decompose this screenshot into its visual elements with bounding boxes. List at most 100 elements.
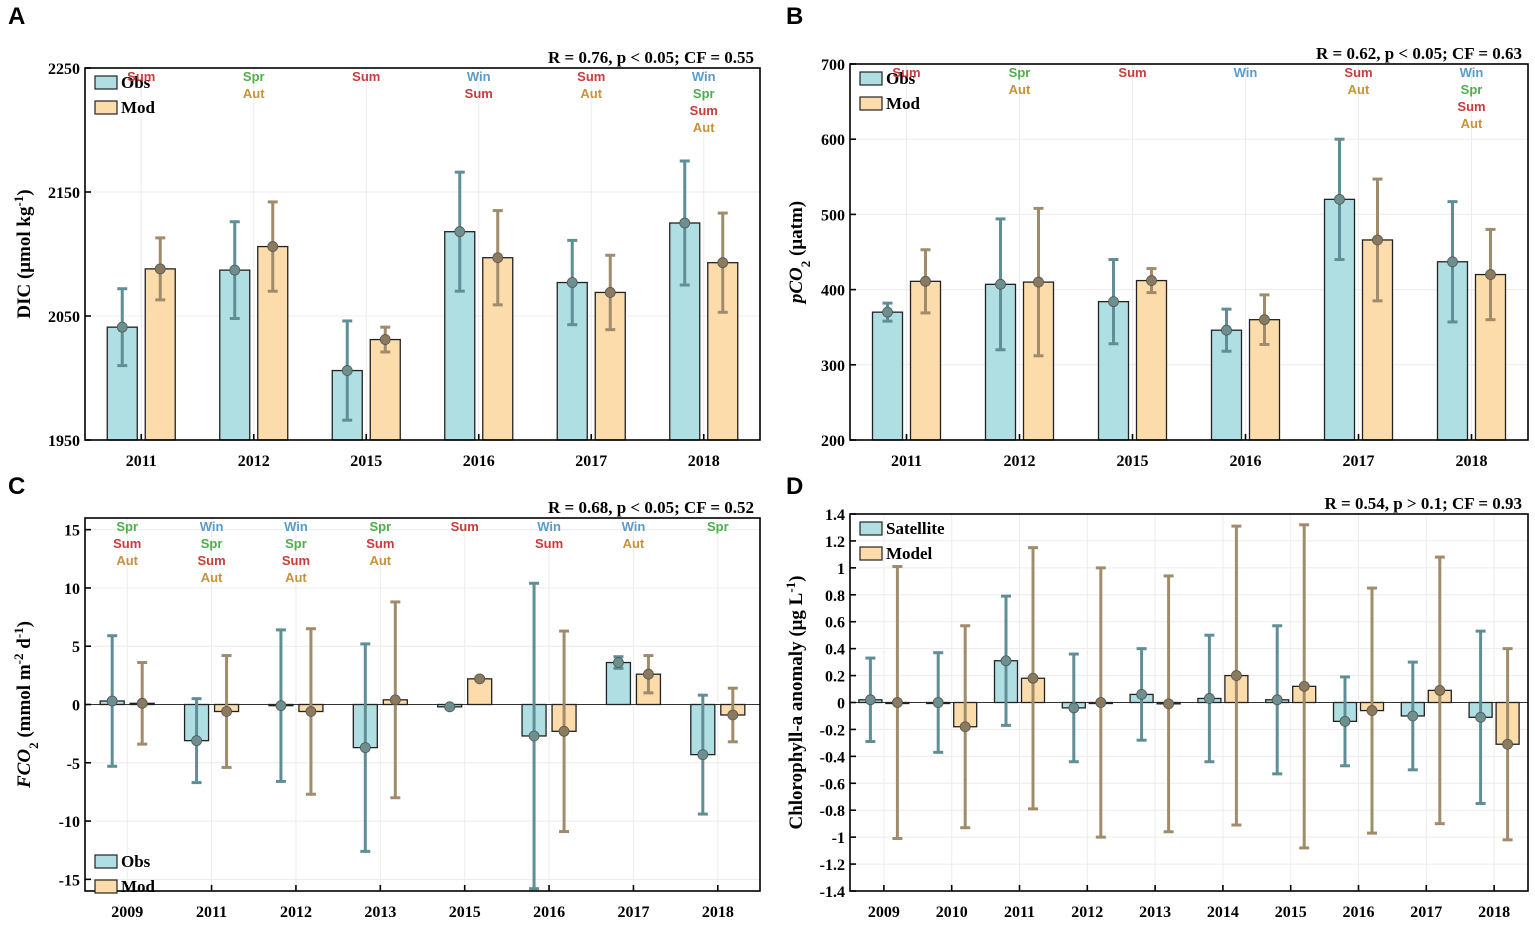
mean-point-model	[1298, 680, 1310, 692]
mean-point-obs	[454, 226, 466, 238]
season-label-win: Win	[537, 519, 561, 534]
y-tick-label: 0.4	[825, 642, 845, 659]
x-tick-label: 2012	[238, 453, 270, 470]
season-label-sum: Sum	[892, 65, 920, 80]
mean-point-obs	[679, 217, 691, 229]
y-tick-label: -0.6	[820, 776, 845, 793]
y-tick-label: -5	[67, 756, 80, 773]
legend-swatch-model	[859, 546, 883, 561]
season-label-aut: Aut	[369, 553, 391, 568]
mean-point-obs	[229, 264, 241, 276]
x-tick-label: 2016	[1230, 453, 1262, 470]
season-label-sum: Sum	[127, 69, 155, 84]
y-axis-label: pCO2 (μatm)	[786, 201, 813, 305]
mean-point-obs	[697, 749, 709, 761]
mean-point-obs	[566, 277, 578, 288]
y-tick-label: 10	[64, 581, 80, 598]
panel-letter: D	[786, 473, 803, 500]
mean-point-model	[1502, 738, 1513, 750]
mean-point-obs	[341, 365, 353, 376]
y-axis-label-part: pCO	[786, 267, 807, 305]
legend-label-mod: Mod	[121, 877, 156, 896]
mean-point-model	[1434, 684, 1446, 696]
mean-point-obs	[191, 735, 202, 747]
season-label-aut: Aut	[243, 86, 265, 101]
season-label-spr: Spr	[369, 519, 391, 534]
season-label-win: Win	[284, 519, 308, 534]
mean-point-satellite	[932, 697, 944, 708]
stat-annotation: R = 0.76, p < 0.05; CF = 0.55	[548, 48, 754, 67]
x-tick-label: 2017	[575, 453, 607, 470]
mean-point-model	[1027, 672, 1039, 684]
y-tick-label: -1.2	[820, 857, 845, 874]
mean-point-obs	[116, 321, 128, 333]
y-tick-label: -1.4	[820, 884, 845, 901]
mean-point-satellite	[1000, 655, 1012, 667]
y-tick-label: 2050	[48, 309, 80, 326]
y-tick-label: 700	[821, 57, 845, 74]
mean-point-satellite	[1339, 715, 1351, 727]
mean-point-mod	[1259, 314, 1270, 326]
season-label-aut: Aut	[1461, 116, 1483, 131]
mean-point-mod	[379, 334, 391, 345]
x-tick-label: 2011	[891, 453, 922, 470]
y-axis-label-part: )	[786, 575, 807, 581]
mean-point-mod	[1485, 269, 1496, 280]
y-axis-label-part: 2	[26, 742, 41, 749]
season-label-aut: Aut	[623, 536, 645, 551]
y-tick-label: 1.2	[825, 534, 845, 551]
y-tick-label: -0.4	[820, 749, 845, 766]
y-tick-label: 300	[821, 358, 845, 375]
y-axis-label-part: (μatm)	[786, 201, 807, 261]
mean-point-mod	[604, 287, 616, 298]
y-tick-label: 0	[837, 696, 845, 713]
y-tick-label: 0.6	[825, 615, 845, 632]
stat-annotation: R = 0.62, p < 0.05; CF = 0.63	[1316, 44, 1522, 63]
x-tick-label: 2017	[1410, 904, 1442, 921]
season-label-sum: Sum	[577, 69, 605, 84]
mean-point-mod	[474, 673, 486, 685]
x-tick-label: 2018	[1456, 453, 1488, 470]
x-tick-label: 2012	[280, 904, 312, 921]
y-tick-label: 2150	[48, 185, 80, 202]
legend-label-obs: Obs	[121, 852, 151, 871]
x-tick-label: 2015	[449, 904, 481, 921]
mean-point-mod	[305, 706, 317, 717]
season-label-sum: Sum	[113, 536, 141, 551]
bar-obs	[871, 311, 904, 441]
y-tick-label: 2250	[48, 61, 80, 78]
legend-swatch-mod	[859, 96, 883, 111]
mean-point-mod	[389, 694, 401, 706]
mean-point-mod	[267, 241, 279, 252]
season-label-win: Win	[1460, 65, 1484, 80]
legend-label-mod: Mod	[886, 94, 921, 113]
x-tick-label: 2012	[1004, 453, 1036, 470]
legend-swatch-satellite	[859, 521, 883, 536]
season-label-sum: Sum	[366, 536, 394, 551]
bar-mod	[369, 338, 401, 441]
mean-point-obs	[1221, 324, 1232, 336]
y-tick-label: -15	[59, 872, 80, 889]
season-label-spr: Spr	[285, 536, 307, 551]
mean-point-mod	[1372, 234, 1383, 246]
x-tick-label: 2015	[1117, 453, 1149, 470]
mean-point-obs	[106, 695, 118, 707]
season-label-sum: Sum	[690, 103, 718, 118]
legend-label-satellite: Satellite	[886, 519, 945, 538]
legend-swatch-obs	[94, 854, 118, 869]
season-label-win: Win	[467, 69, 491, 84]
x-tick-label: 2010	[936, 904, 968, 921]
season-label-spr: Spr	[116, 519, 138, 534]
mean-point-model	[1163, 698, 1174, 710]
legend-swatch-obs	[859, 71, 883, 86]
y-tick-label: -1	[832, 830, 845, 847]
y-tick-label: 1	[837, 561, 845, 578]
x-tick-label: 2017	[617, 904, 649, 921]
mean-point-model	[1095, 697, 1107, 708]
mean-point-obs	[882, 306, 893, 318]
y-tick-label: 1.4	[825, 507, 845, 524]
mean-point-obs	[1334, 193, 1345, 205]
x-tick-label: 2013	[364, 904, 396, 921]
legend-swatch-mod	[94, 100, 118, 115]
season-label-spr: Spr	[243, 69, 265, 84]
